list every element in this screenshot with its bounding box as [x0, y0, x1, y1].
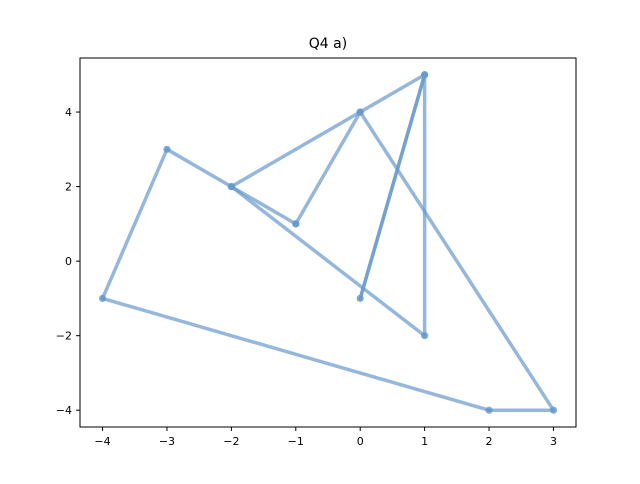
x-tick-label: 0: [357, 435, 364, 448]
x-axis: −4 −3 −2 −1 0 1 2 3: [94, 427, 557, 448]
x-tick-label: −4: [94, 435, 110, 448]
data-point: [356, 294, 364, 303]
y-axis: −4 −2 0 2 4: [56, 106, 80, 417]
x-tick-label: −3: [159, 435, 175, 448]
y-tick-label: 0: [65, 255, 72, 268]
x-tick-label: 1: [421, 435, 428, 448]
axes-frame: [79, 57, 577, 428]
data-point: [421, 71, 429, 79]
data-point: [421, 332, 429, 340]
x-tick-label: −2: [223, 435, 239, 448]
data-point: [292, 220, 300, 228]
line-segment: [357, 72, 428, 115]
data-point: [485, 406, 493, 414]
line-segment: [100, 296, 492, 413]
line-segment: [164, 146, 234, 189]
series-1: [98, 71, 558, 414]
line-segment: [293, 109, 363, 227]
y-tick-label: 2: [65, 181, 72, 194]
x-tick-label: 2: [486, 435, 493, 448]
line-segment: [228, 184, 428, 339]
line-segment: [100, 147, 170, 301]
y-tick-label: −2: [56, 330, 72, 343]
y-tick-label: −4: [56, 404, 72, 417]
data-point: [98, 294, 107, 303]
line-segment: [358, 72, 427, 301]
x-tick-label: 3: [550, 435, 557, 448]
plot-marks: [98, 71, 558, 414]
line-segment: [228, 109, 363, 189]
x-tick-label: −1: [288, 435, 304, 448]
data-point: [356, 108, 364, 116]
data-point: [549, 406, 558, 414]
data-point: [227, 182, 235, 191]
data-point: [163, 145, 171, 153]
y-tick-label: 4: [65, 106, 72, 119]
line-segment: [357, 109, 556, 413]
chart-title: Q4 a): [309, 36, 347, 52]
